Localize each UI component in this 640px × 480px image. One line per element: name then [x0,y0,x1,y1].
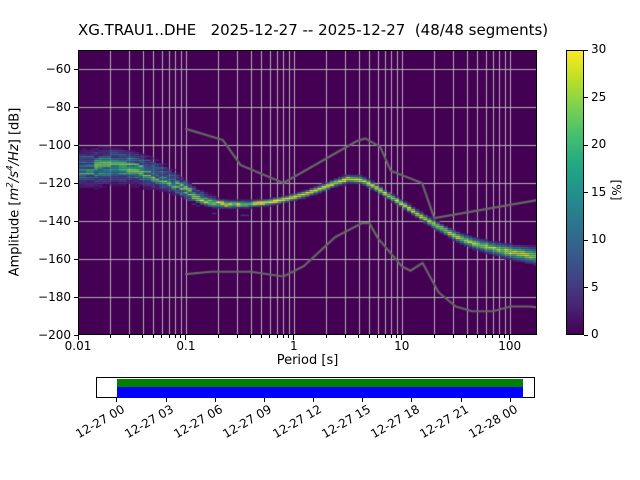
y-tick [74,68,78,70]
x-minor-tick [269,335,271,338]
y-axis-label: Amplitude [m2/s4/Hz] [dB] [6,92,22,292]
x-minor-tick [168,335,170,338]
timeline-tick [411,398,413,402]
colorbar-tick [584,334,588,336]
x-tick-label: 0.1 [176,339,196,353]
timeline-tick [362,398,364,402]
y-axis-label-math-m: m [7,187,23,201]
timeline-tick [214,398,216,402]
x-minor-tick [390,335,392,338]
plot-title: XG.TRAU1..DHE 2025-12-27 -- 2025-12-27 (… [78,21,549,39]
timeline-tick [460,398,462,402]
y-tick-label: −120 [38,175,71,190]
colorbar-tick-label: 10 [591,232,607,246]
timeline-data-available-bar [116,379,523,387]
y-axis-label-prefix: Amplitude [ [7,200,23,277]
timeline-box [96,377,535,398]
x-minor-tick [498,335,500,338]
y-tick [74,182,78,184]
x-major-tick [185,335,187,340]
x-major-tick [401,335,403,340]
x-minor-tick [476,335,478,338]
x-minor-tick [128,335,130,338]
timeline-tick [313,398,315,402]
x-minor-tick [142,335,144,338]
x-minor-tick [344,335,346,338]
x-minor-tick [260,335,262,338]
timeline-data-used-bar [116,387,523,398]
x-tick-label: 10 [394,339,410,353]
x-minor-tick [504,335,506,338]
y-tick-label: −80 [45,99,71,114]
x-minor-tick [276,335,278,338]
x-major-tick [293,335,295,340]
y-axis-label-math-s: /s [7,170,23,183]
x-tick-label: 100 [498,339,522,353]
y-tick-label: −160 [38,251,71,266]
x-minor-tick [325,335,327,338]
x-minor-tick [358,335,360,338]
x-minor-tick [466,335,468,338]
x-minor-tick [396,335,398,338]
x-major-tick [77,335,79,340]
x-minor-tick [492,335,494,338]
y-tick [74,258,78,260]
x-minor-tick [282,335,284,338]
colorbar-tick-label: 5 [591,279,599,294]
x-minor-tick [452,335,454,338]
x-minor-tick [433,335,435,338]
x-minor-tick [217,335,219,338]
x-minor-tick [485,335,487,338]
x-minor-tick [288,335,290,338]
y-axis-label-math-hz: /Hz [7,144,23,166]
colorbar-tick [584,97,588,98]
colorbar-tick [584,239,588,241]
y-tick [74,144,78,146]
x-minor-tick [377,335,379,338]
y-tick-label: −60 [45,61,71,76]
y-tick-label: −100 [38,137,71,152]
colorbar-tick [584,287,588,288]
x-minor-tick [250,335,252,338]
y-tick [74,106,78,108]
colorbar-tick-label: 30 [591,42,607,56]
y-tick-label: −200 [38,327,71,342]
x-minor-tick [174,335,176,338]
x-minor-tick [384,335,386,338]
colorbar-tick-label: 0 [591,327,599,341]
colorbar-tick [584,192,588,193]
x-tick-label: 1 [290,339,298,353]
x-minor-tick [236,335,238,338]
colorbar [566,50,584,335]
colorbar-tick [584,49,588,51]
x-minor-tick [161,335,163,338]
x-minor-tick [180,335,182,338]
ppsd-axes [78,50,537,335]
x-minor-tick [368,335,370,338]
timeline-tick [509,398,511,402]
x-axis-label: Period [s] [276,353,339,368]
colorbar-label: [%] [609,179,623,201]
colorbar-tick [584,144,588,146]
x-minor-tick [152,335,154,338]
y-tick-label: −180 [38,289,71,304]
x-major-tick [509,335,511,340]
y-axis-label-exp-m: 2 [6,182,16,188]
y-axis-label-suffix: ] [dB] [7,107,23,145]
timeline-tick [165,398,167,402]
ppsd-heatmap-canvas [78,50,537,335]
colorbar-tick-label: 20 [591,137,607,151]
x-tick-label: 0.01 [64,339,92,353]
timeline-tick [263,398,265,402]
x-minor-tick [109,335,111,338]
y-tick [74,220,78,222]
y-tick [74,334,78,336]
colorbar-tick-label: 25 [591,89,607,104]
colorbar-tick-label: 15 [591,184,607,199]
y-tick-label: −140 [38,213,71,228]
y-axis-label-exp-s: 4 [6,165,16,171]
y-tick [74,296,78,298]
timeline-tick [116,398,118,402]
